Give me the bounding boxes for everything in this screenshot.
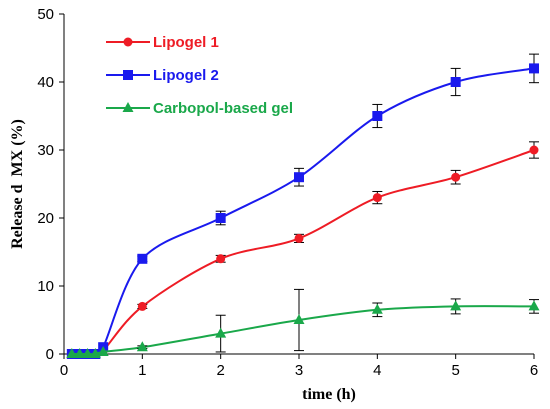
data-point <box>136 341 148 352</box>
y-tick-label: 10 <box>37 278 54 295</box>
x-tick-label: 3 <box>295 362 303 379</box>
data-point <box>528 300 540 311</box>
legend-item-0: Lipogel 1 <box>106 34 219 51</box>
legend-marker <box>122 102 134 112</box>
y-tick-label: 30 <box>37 142 54 159</box>
data-point <box>451 172 461 182</box>
data-point <box>371 303 383 314</box>
series-line <box>71 67 535 357</box>
y-tick-label: 50 <box>37 6 54 23</box>
legend-label: Lipogel 1 <box>153 34 219 51</box>
data-point <box>82 348 93 358</box>
data-point <box>74 348 86 358</box>
data-point <box>66 348 78 358</box>
series-2 <box>66 288 540 358</box>
data-point <box>450 77 461 87</box>
legend: Lipogel 1 Lipogel 2 Carbopol-based gel <box>106 34 293 117</box>
series-1 <box>66 53 539 359</box>
data-point <box>294 233 304 243</box>
x-tick-label: 2 <box>216 362 224 379</box>
data-point <box>137 253 148 264</box>
x-axis-title: time (h) <box>302 386 356 403</box>
x-tick-label: 0 <box>60 362 68 379</box>
legend-item-2: Carbopol-based gel <box>106 100 293 117</box>
x-tick-label: 4 <box>373 362 381 379</box>
y-axis-title: Release d MX (%) <box>9 119 26 249</box>
data-point <box>294 172 304 183</box>
legend-label: Lipogel 2 <box>153 67 219 84</box>
data-point <box>215 213 226 223</box>
data-point <box>529 145 539 155</box>
data-point <box>216 254 226 264</box>
y-tick-label: 20 <box>37 210 54 227</box>
plot-area: 0 10 20 30 40 50 0 1 2 3 4 5 6 time (h) Release d MX (… <box>9 6 540 403</box>
data-point <box>137 301 147 311</box>
y-tick-label: 0 <box>46 346 54 363</box>
y-tick-label: 40 <box>37 74 54 91</box>
x-tick-label: 5 <box>451 362 459 379</box>
data-point <box>97 345 109 356</box>
legend-marker <box>123 37 133 47</box>
legend-label: Carbopol-based gel <box>153 100 293 117</box>
legend-marker <box>123 70 133 80</box>
data-point <box>215 327 227 338</box>
data-point <box>293 314 305 324</box>
data-point <box>450 300 462 311</box>
data-point <box>372 111 383 121</box>
x-tick-label: 6 <box>530 362 538 379</box>
legend-item-1: Lipogel 2 <box>106 67 219 84</box>
x-tick-label: 1 <box>138 362 146 379</box>
data-point <box>529 63 539 74</box>
data-point <box>372 193 382 203</box>
